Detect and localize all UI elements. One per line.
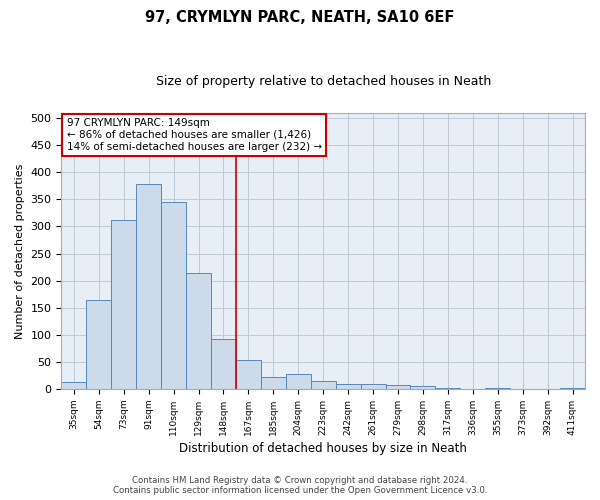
Text: 97, CRYMLYN PARC, NEATH, SA10 6EF: 97, CRYMLYN PARC, NEATH, SA10 6EF	[145, 10, 455, 25]
Bar	[560, 388, 585, 389]
Bar	[410, 386, 436, 389]
Title: Size of property relative to detached houses in Neath: Size of property relative to detached ho…	[155, 75, 491, 88]
Bar	[485, 388, 510, 389]
X-axis label: Distribution of detached houses by size in Neath: Distribution of detached houses by size …	[179, 442, 467, 455]
Bar	[286, 374, 311, 389]
Bar	[186, 272, 211, 389]
Bar	[386, 385, 410, 389]
Y-axis label: Number of detached properties: Number of detached properties	[15, 163, 25, 338]
Bar	[161, 202, 186, 389]
Bar	[436, 388, 460, 389]
Bar	[136, 184, 161, 389]
Bar	[211, 338, 236, 389]
Bar	[236, 360, 261, 389]
Bar	[261, 376, 286, 389]
Text: Contains HM Land Registry data © Crown copyright and database right 2024.
Contai: Contains HM Land Registry data © Crown c…	[113, 476, 487, 495]
Bar	[111, 220, 136, 389]
Bar	[335, 384, 361, 389]
Bar	[311, 382, 335, 389]
Text: 97 CRYMLYN PARC: 149sqm
← 86% of detached houses are smaller (1,426)
14% of semi: 97 CRYMLYN PARC: 149sqm ← 86% of detache…	[67, 118, 322, 152]
Bar	[86, 300, 111, 389]
Bar	[61, 382, 86, 389]
Bar	[361, 384, 386, 389]
